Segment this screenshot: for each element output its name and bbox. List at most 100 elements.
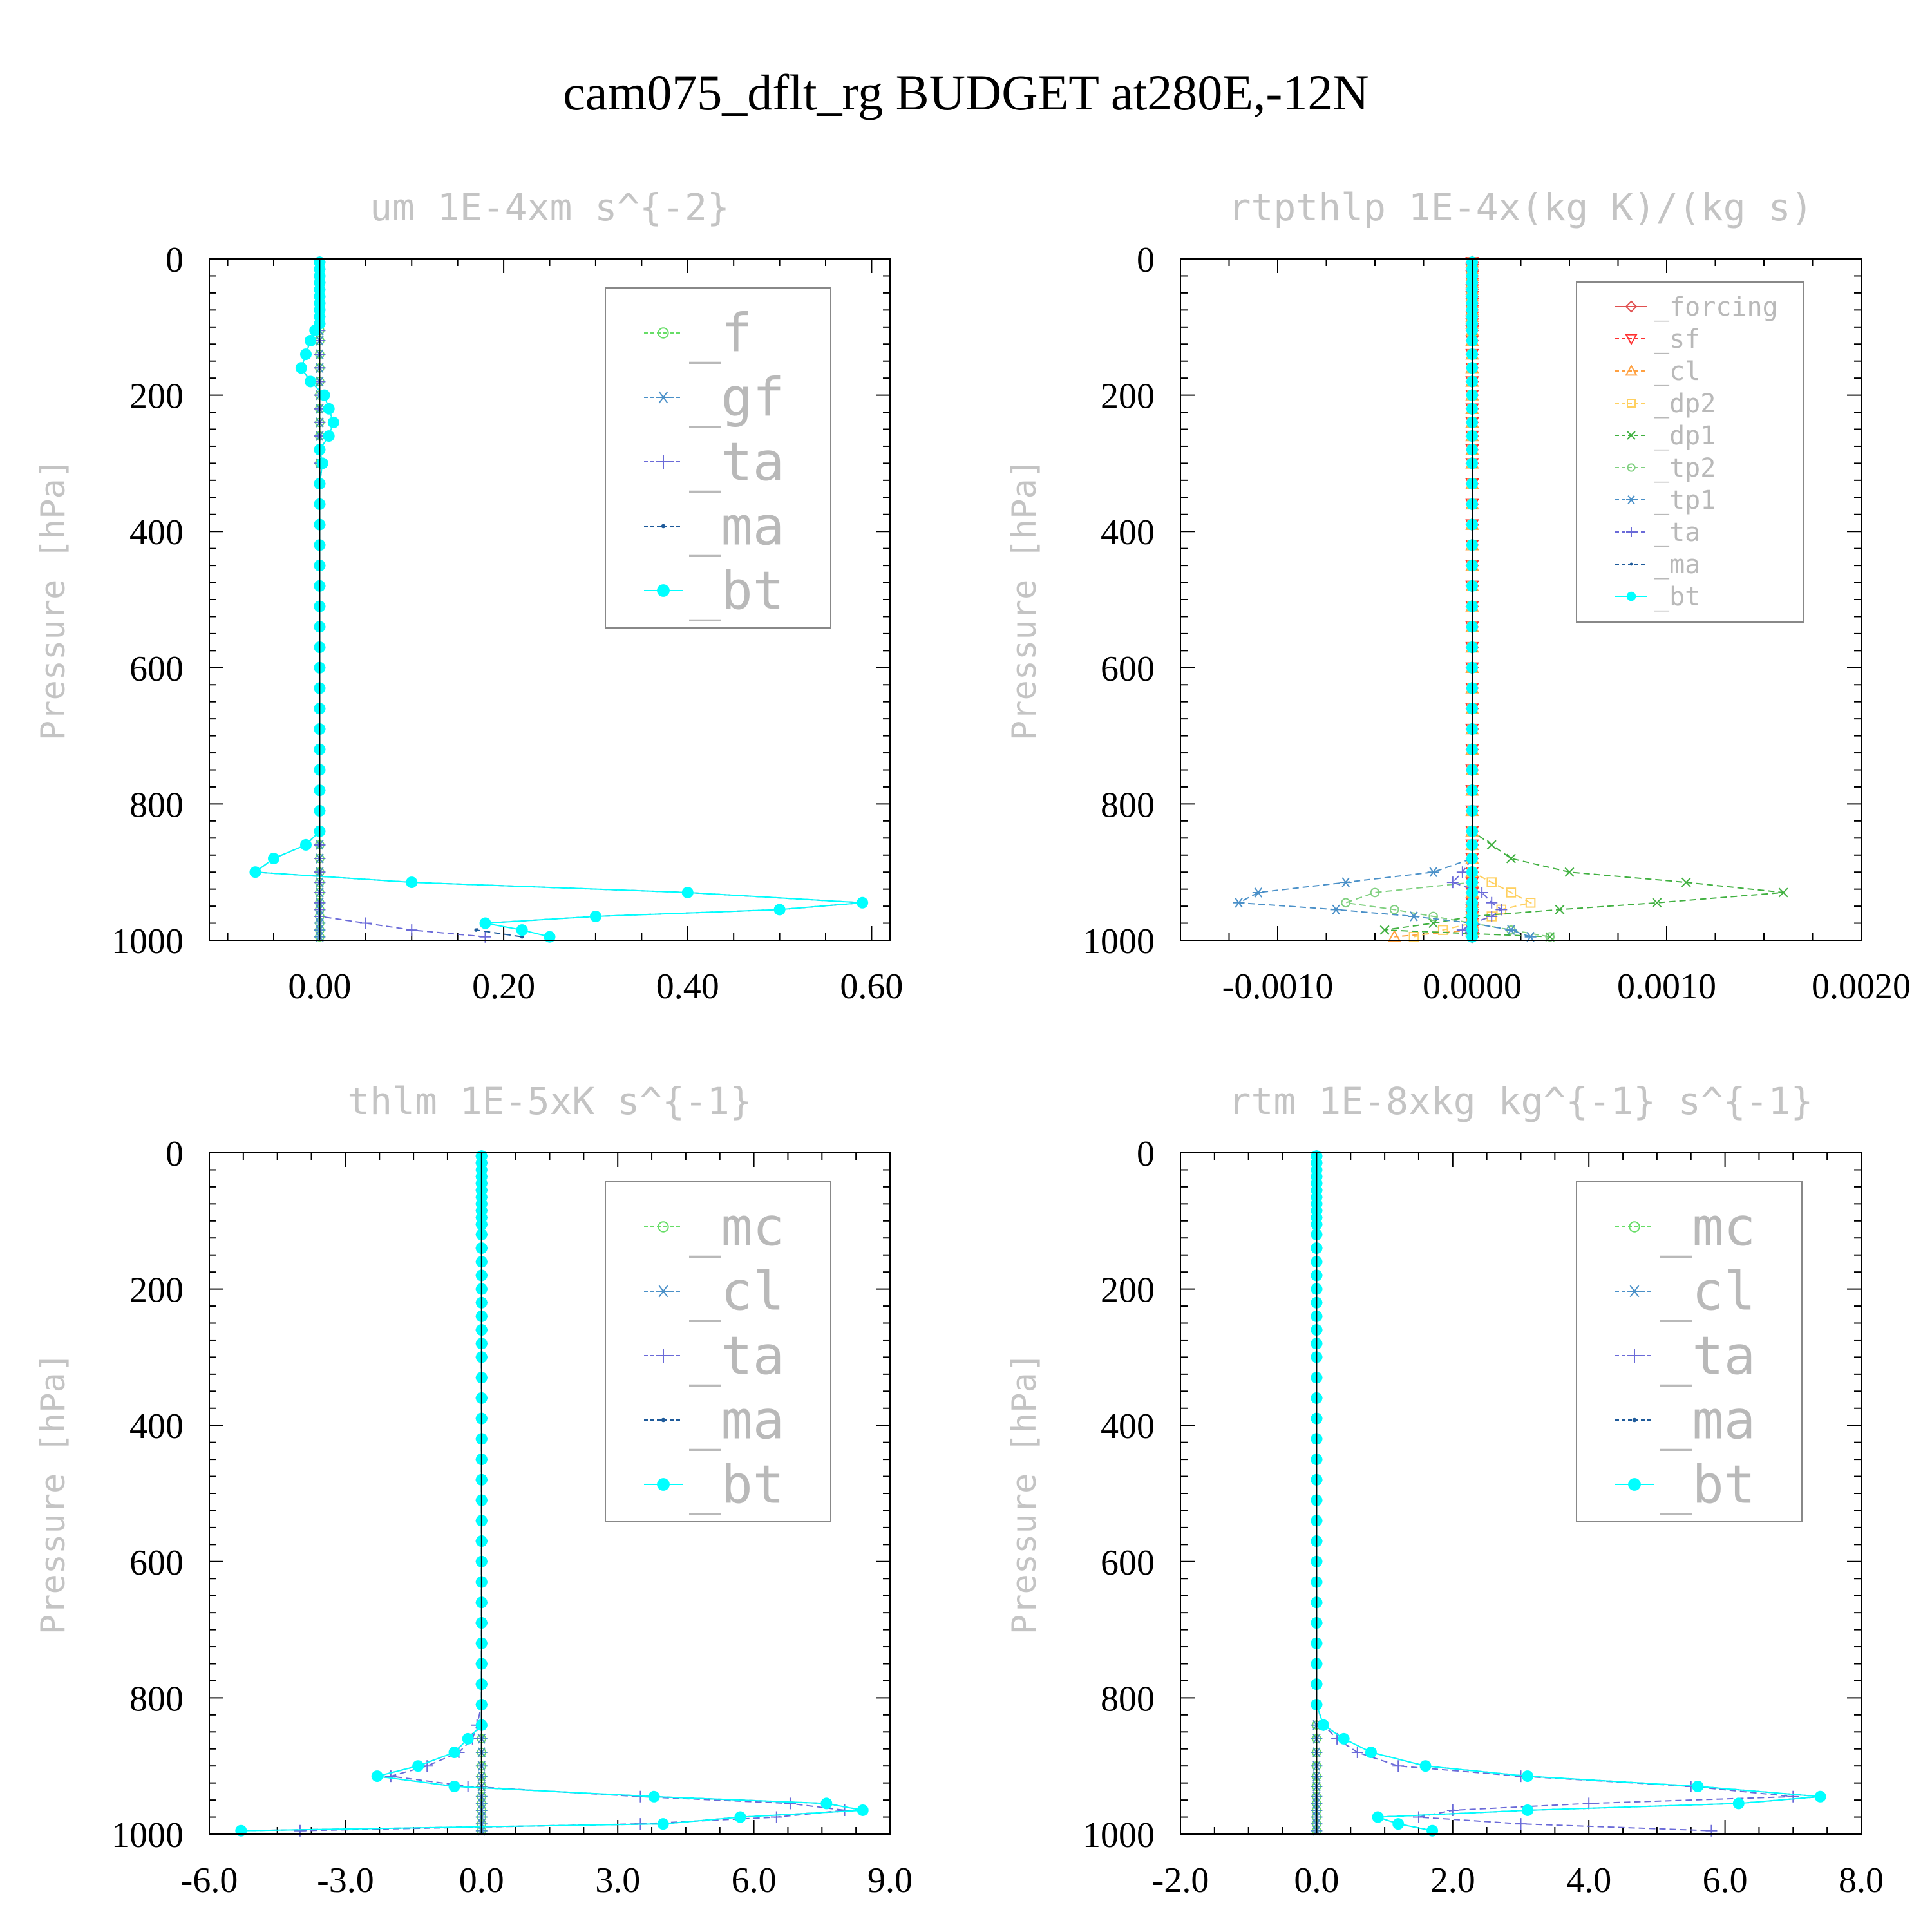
data-point (1486, 877, 1497, 887)
y-axis-label: Pressure [hPa] (1005, 459, 1044, 741)
legend-item: _bt (644, 561, 784, 622)
legend-label: _mc (689, 1197, 784, 1258)
legend-item: _gf (644, 368, 784, 429)
data-point (857, 896, 869, 909)
data-point (305, 375, 317, 388)
y-tick-label: 200 (129, 377, 184, 417)
legend-marker (658, 1221, 669, 1233)
data-point (1486, 896, 1498, 909)
legend-label: _ma (689, 1390, 784, 1452)
data-point (323, 402, 335, 415)
data-point (1340, 877, 1352, 887)
legend-label: _cl (689, 1262, 784, 1323)
data-point (857, 1804, 869, 1816)
legend-label: _cl (1660, 1262, 1756, 1323)
data-point (784, 1797, 796, 1810)
legend: _mc_cl_ta_ma_bt (605, 1181, 831, 1522)
legend-item: _ta (644, 1326, 784, 1387)
legend-item: _ma (644, 1390, 784, 1452)
legend-label: _dp2 (1654, 389, 1716, 419)
x-tick-label: 0.40 (656, 967, 719, 1007)
legend-marker (658, 327, 669, 339)
y-tick-label: 1000 (1083, 922, 1155, 961)
y-axis-label: Pressure [hPa] (1005, 1352, 1044, 1634)
legend-label: _bt (1654, 582, 1700, 612)
y-tick-label: 600 (1101, 1543, 1155, 1583)
y-tick-label: 400 (129, 513, 184, 553)
y-tick-label: 0 (166, 1134, 184, 1174)
series-tp1 (1233, 257, 1537, 942)
data-point (657, 1818, 669, 1830)
x-tick-label: 0.20 (472, 967, 535, 1007)
legend-marker (657, 584, 670, 597)
x-tick-label: 6.0 (732, 1861, 777, 1900)
legend-marker (661, 1417, 666, 1423)
data-point (773, 904, 786, 916)
y-tick-label: 0 (1137, 240, 1155, 280)
legend-item: _ma (1615, 550, 1700, 580)
legend-marker (1625, 364, 1638, 376)
legend-marker (661, 524, 666, 529)
data-point (479, 917, 491, 929)
data-point (516, 924, 528, 936)
legend-label: _f (689, 303, 753, 365)
legend-marker (1629, 562, 1633, 566)
data-point (1705, 1824, 1718, 1837)
data-point (1419, 1760, 1432, 1772)
data-point (1778, 887, 1788, 898)
data-point (1446, 876, 1459, 889)
data-point (1495, 904, 1508, 916)
data-point (299, 348, 312, 361)
data-point (1338, 1732, 1350, 1745)
legend-label: _ta (1660, 1326, 1756, 1387)
y-tick-label: 400 (1101, 1406, 1155, 1446)
legend-marker (1626, 591, 1636, 601)
data-point (1317, 1719, 1329, 1731)
data-point (474, 928, 478, 932)
y-tick-label: 800 (1101, 1679, 1155, 1719)
data-point (1564, 867, 1575, 877)
data-point (520, 935, 524, 939)
legend-marker (656, 1285, 670, 1298)
data-point (648, 1790, 660, 1803)
legend-item: _bt (1615, 1455, 1756, 1516)
series-tp2 (1341, 257, 1555, 942)
data-point (1428, 918, 1439, 929)
panel-title: rtm 1E-8xkg kg^{-1} s^{-1} (1229, 1079, 1814, 1123)
data-point (371, 1770, 383, 1783)
panel-4: rtm 1E-8xkg kg^{-1} s^{-1} Pressure [hPa]… (1005, 1079, 1884, 1900)
data-point (1506, 853, 1516, 864)
data-point (1365, 1747, 1377, 1759)
legend-item: _tp1 (1615, 486, 1716, 515)
y-tick-label: 800 (129, 785, 184, 825)
legend-item: _ma (1615, 1390, 1756, 1452)
data-point (734, 1811, 746, 1823)
data-point (1408, 931, 1419, 942)
data-point (316, 457, 328, 469)
y-tick-label: 200 (1101, 1271, 1155, 1311)
legend-item: _cl (644, 1262, 784, 1323)
data-point (1330, 904, 1342, 915)
data-point (681, 886, 694, 898)
data-point (1652, 898, 1662, 908)
legend-label: _bt (689, 561, 784, 622)
x-tick-label: 3.0 (595, 1861, 640, 1900)
data-point (406, 924, 418, 936)
y-tick-label: 400 (1101, 513, 1155, 553)
legend-item: _bt (644, 1455, 784, 1516)
legend-item: _ta (1615, 1326, 1756, 1387)
legend-item: _bt (1615, 582, 1700, 612)
data-point (1392, 1818, 1405, 1830)
legend-label: _dp1 (1654, 421, 1716, 451)
legend-label: _ta (689, 432, 784, 493)
legend-marker (1625, 300, 1638, 313)
y-tick-label: 1000 (111, 922, 184, 961)
panel-title: thlm 1E-5xK s^{-1} (347, 1079, 752, 1123)
data-point (406, 876, 418, 889)
y-tick-label: 0 (1137, 1134, 1155, 1174)
data-point (589, 910, 601, 922)
legend-label: _forcing (1654, 292, 1778, 322)
legend-marker (1627, 463, 1636, 472)
legend-label: _bt (689, 1455, 784, 1516)
data-point (448, 1747, 460, 1759)
